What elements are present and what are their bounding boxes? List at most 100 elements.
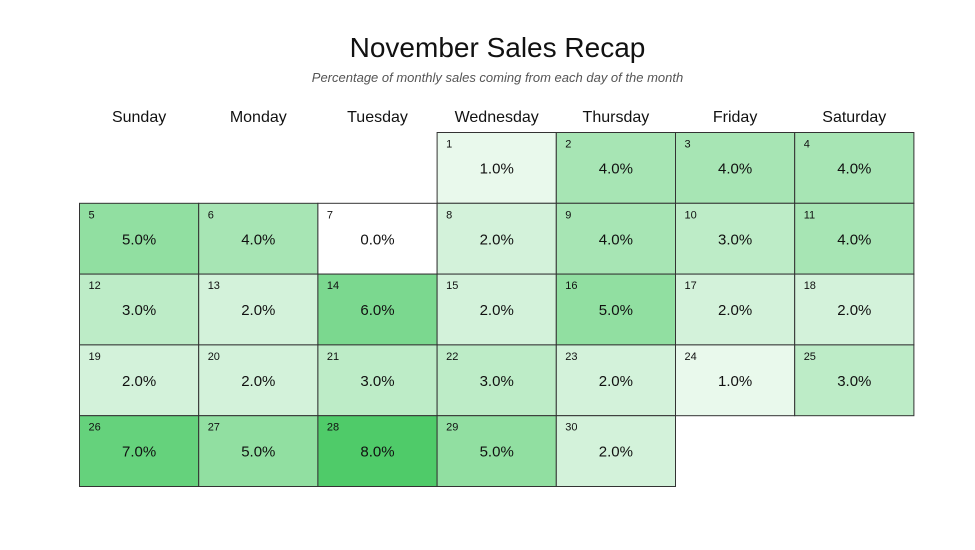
chart-title: November Sales Recap: [349, 32, 646, 63]
day-number: 20: [208, 351, 220, 363]
day-cell: 26 7.0%: [79, 415, 200, 488]
day-number: 1: [446, 139, 452, 151]
day-value-label: 5.0%: [241, 444, 275, 461]
day-cell: 10 3.0%: [675, 202, 796, 275]
day-number: 15: [446, 280, 458, 292]
day-number: 30: [565, 422, 577, 434]
day-value-label: 8.0%: [360, 444, 394, 461]
day-value-label: 2.0%: [599, 373, 633, 390]
day-cell-bar: [317, 273, 438, 346]
day-cell: 4 4.0%: [794, 132, 915, 204]
day-value-label: 4.0%: [718, 161, 752, 178]
day-cell-bar: [436, 415, 557, 488]
day-cell: 13 2.0%: [198, 273, 319, 346]
chart-subtitle: Percentage of monthly sales coming from …: [311, 70, 684, 85]
day-cell-bar: [794, 344, 915, 417]
day-number: 25: [804, 351, 816, 363]
day-cell: 5 5.0%: [79, 202, 200, 275]
day-cell: 25 3.0%: [794, 344, 915, 417]
day-cell: 22 3.0%: [436, 344, 557, 417]
day-cell: 27 5.0%: [198, 415, 319, 488]
day-value-label: 6.0%: [360, 302, 394, 319]
weekday-label-monday: Monday: [230, 109, 287, 126]
day-number: 17: [685, 280, 697, 292]
day-value-label: 3.0%: [837, 373, 871, 390]
day-cell: 21 3.0%: [317, 344, 438, 417]
day-cell-bar: [675, 273, 796, 346]
day-number: 19: [89, 351, 101, 363]
day-cell: 29 5.0%: [436, 415, 557, 488]
day-cell: 9 4.0%: [555, 202, 676, 275]
day-cell: 17 2.0%: [675, 273, 796, 346]
calendar-cells: 1 1.0% 2 4.0% 3 4.0% 4 4.0% 5 5.0% 6 4.0% 7 0.0% 8 2.0%…: [79, 132, 915, 488]
day-cell: 18 2.0%: [794, 273, 915, 346]
day-cell-bar: [436, 132, 557, 204]
day-cell: 14 6.0%: [317, 273, 438, 346]
day-number: 23: [565, 351, 577, 363]
day-value-label: 4.0%: [837, 161, 871, 178]
day-number: 24: [685, 351, 697, 363]
day-number: 16: [565, 280, 577, 292]
day-value-label: 0.0%: [360, 231, 394, 248]
day-cell-bar: [675, 202, 796, 275]
day-number: 21: [327, 351, 339, 363]
day-number: 6: [208, 209, 214, 221]
day-cell: 24 1.0%: [675, 344, 796, 417]
day-cell-bar: [436, 202, 557, 275]
day-cell-bar: [794, 273, 915, 346]
day-number: 4: [804, 139, 810, 151]
weekday-label-sunday: Sunday: [112, 109, 166, 126]
day-value-label: 3.0%: [360, 373, 394, 390]
day-cell-bar: [555, 415, 676, 488]
day-value-label: 2.0%: [599, 444, 633, 461]
day-cell: 8 2.0%: [436, 202, 557, 275]
day-cell: 11 4.0%: [794, 202, 915, 275]
day-number: 28: [327, 422, 339, 434]
weekday-label-tuesday: Tuesday: [347, 109, 408, 126]
day-cell-bar: [436, 344, 557, 417]
day-cell: 20 2.0%: [198, 344, 319, 417]
day-cell-bar: [555, 202, 676, 275]
day-cell-bar: [436, 273, 557, 346]
day-value-label: 3.0%: [718, 231, 752, 248]
day-cell: 6 4.0%: [198, 202, 319, 275]
day-number: 11: [804, 209, 815, 221]
day-cell: 19 2.0%: [79, 344, 200, 417]
day-cell: 23 2.0%: [555, 344, 676, 417]
day-number: 7: [327, 209, 333, 221]
day-number: 3: [685, 139, 691, 151]
day-cell: 1 1.0%: [436, 132, 557, 204]
day-number: 2: [565, 139, 571, 151]
day-value-label: 2.0%: [718, 302, 752, 319]
day-cell: 16 5.0%: [555, 273, 676, 346]
day-number: 12: [89, 280, 101, 292]
day-value-label: 4.0%: [241, 231, 275, 248]
day-cell: 12 3.0%: [79, 273, 200, 346]
day-cell-bar: [317, 202, 438, 275]
day-value-label: 1.0%: [718, 373, 752, 390]
day-cell-bar: [198, 415, 319, 488]
day-value-label: 2.0%: [837, 302, 871, 319]
day-value-label: 4.0%: [837, 231, 871, 248]
day-number: 8: [446, 209, 452, 221]
day-cell-bar: [675, 344, 796, 417]
day-value-label: 5.0%: [122, 231, 156, 248]
day-number: 14: [327, 280, 339, 292]
day-cell: 30 2.0%: [555, 415, 676, 488]
weekday-label-friday: Friday: [713, 109, 757, 126]
day-number: 26: [89, 422, 101, 434]
day-value-label: 3.0%: [122, 302, 156, 319]
day-cell-bar: [79, 273, 200, 346]
day-value-label: 2.0%: [241, 302, 275, 319]
weekday-label-saturday: Saturday: [822, 109, 886, 126]
day-value-label: 7.0%: [122, 444, 156, 461]
day-value-label: 4.0%: [599, 231, 633, 248]
day-value-label: 2.0%: [241, 373, 275, 390]
day-cell-bar: [317, 415, 438, 488]
weekday-label-thursday: Thursday: [583, 109, 650, 126]
day-value-label: 1.0%: [480, 161, 514, 178]
day-cell: 15 2.0%: [436, 273, 557, 346]
day-value-label: 2.0%: [122, 373, 156, 390]
day-value-label: 2.0%: [480, 231, 514, 248]
day-cell-bar: [79, 415, 200, 488]
